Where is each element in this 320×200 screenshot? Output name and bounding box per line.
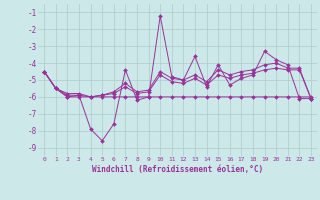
- X-axis label: Windchill (Refroidissement éolien,°C): Windchill (Refroidissement éolien,°C): [92, 165, 263, 174]
